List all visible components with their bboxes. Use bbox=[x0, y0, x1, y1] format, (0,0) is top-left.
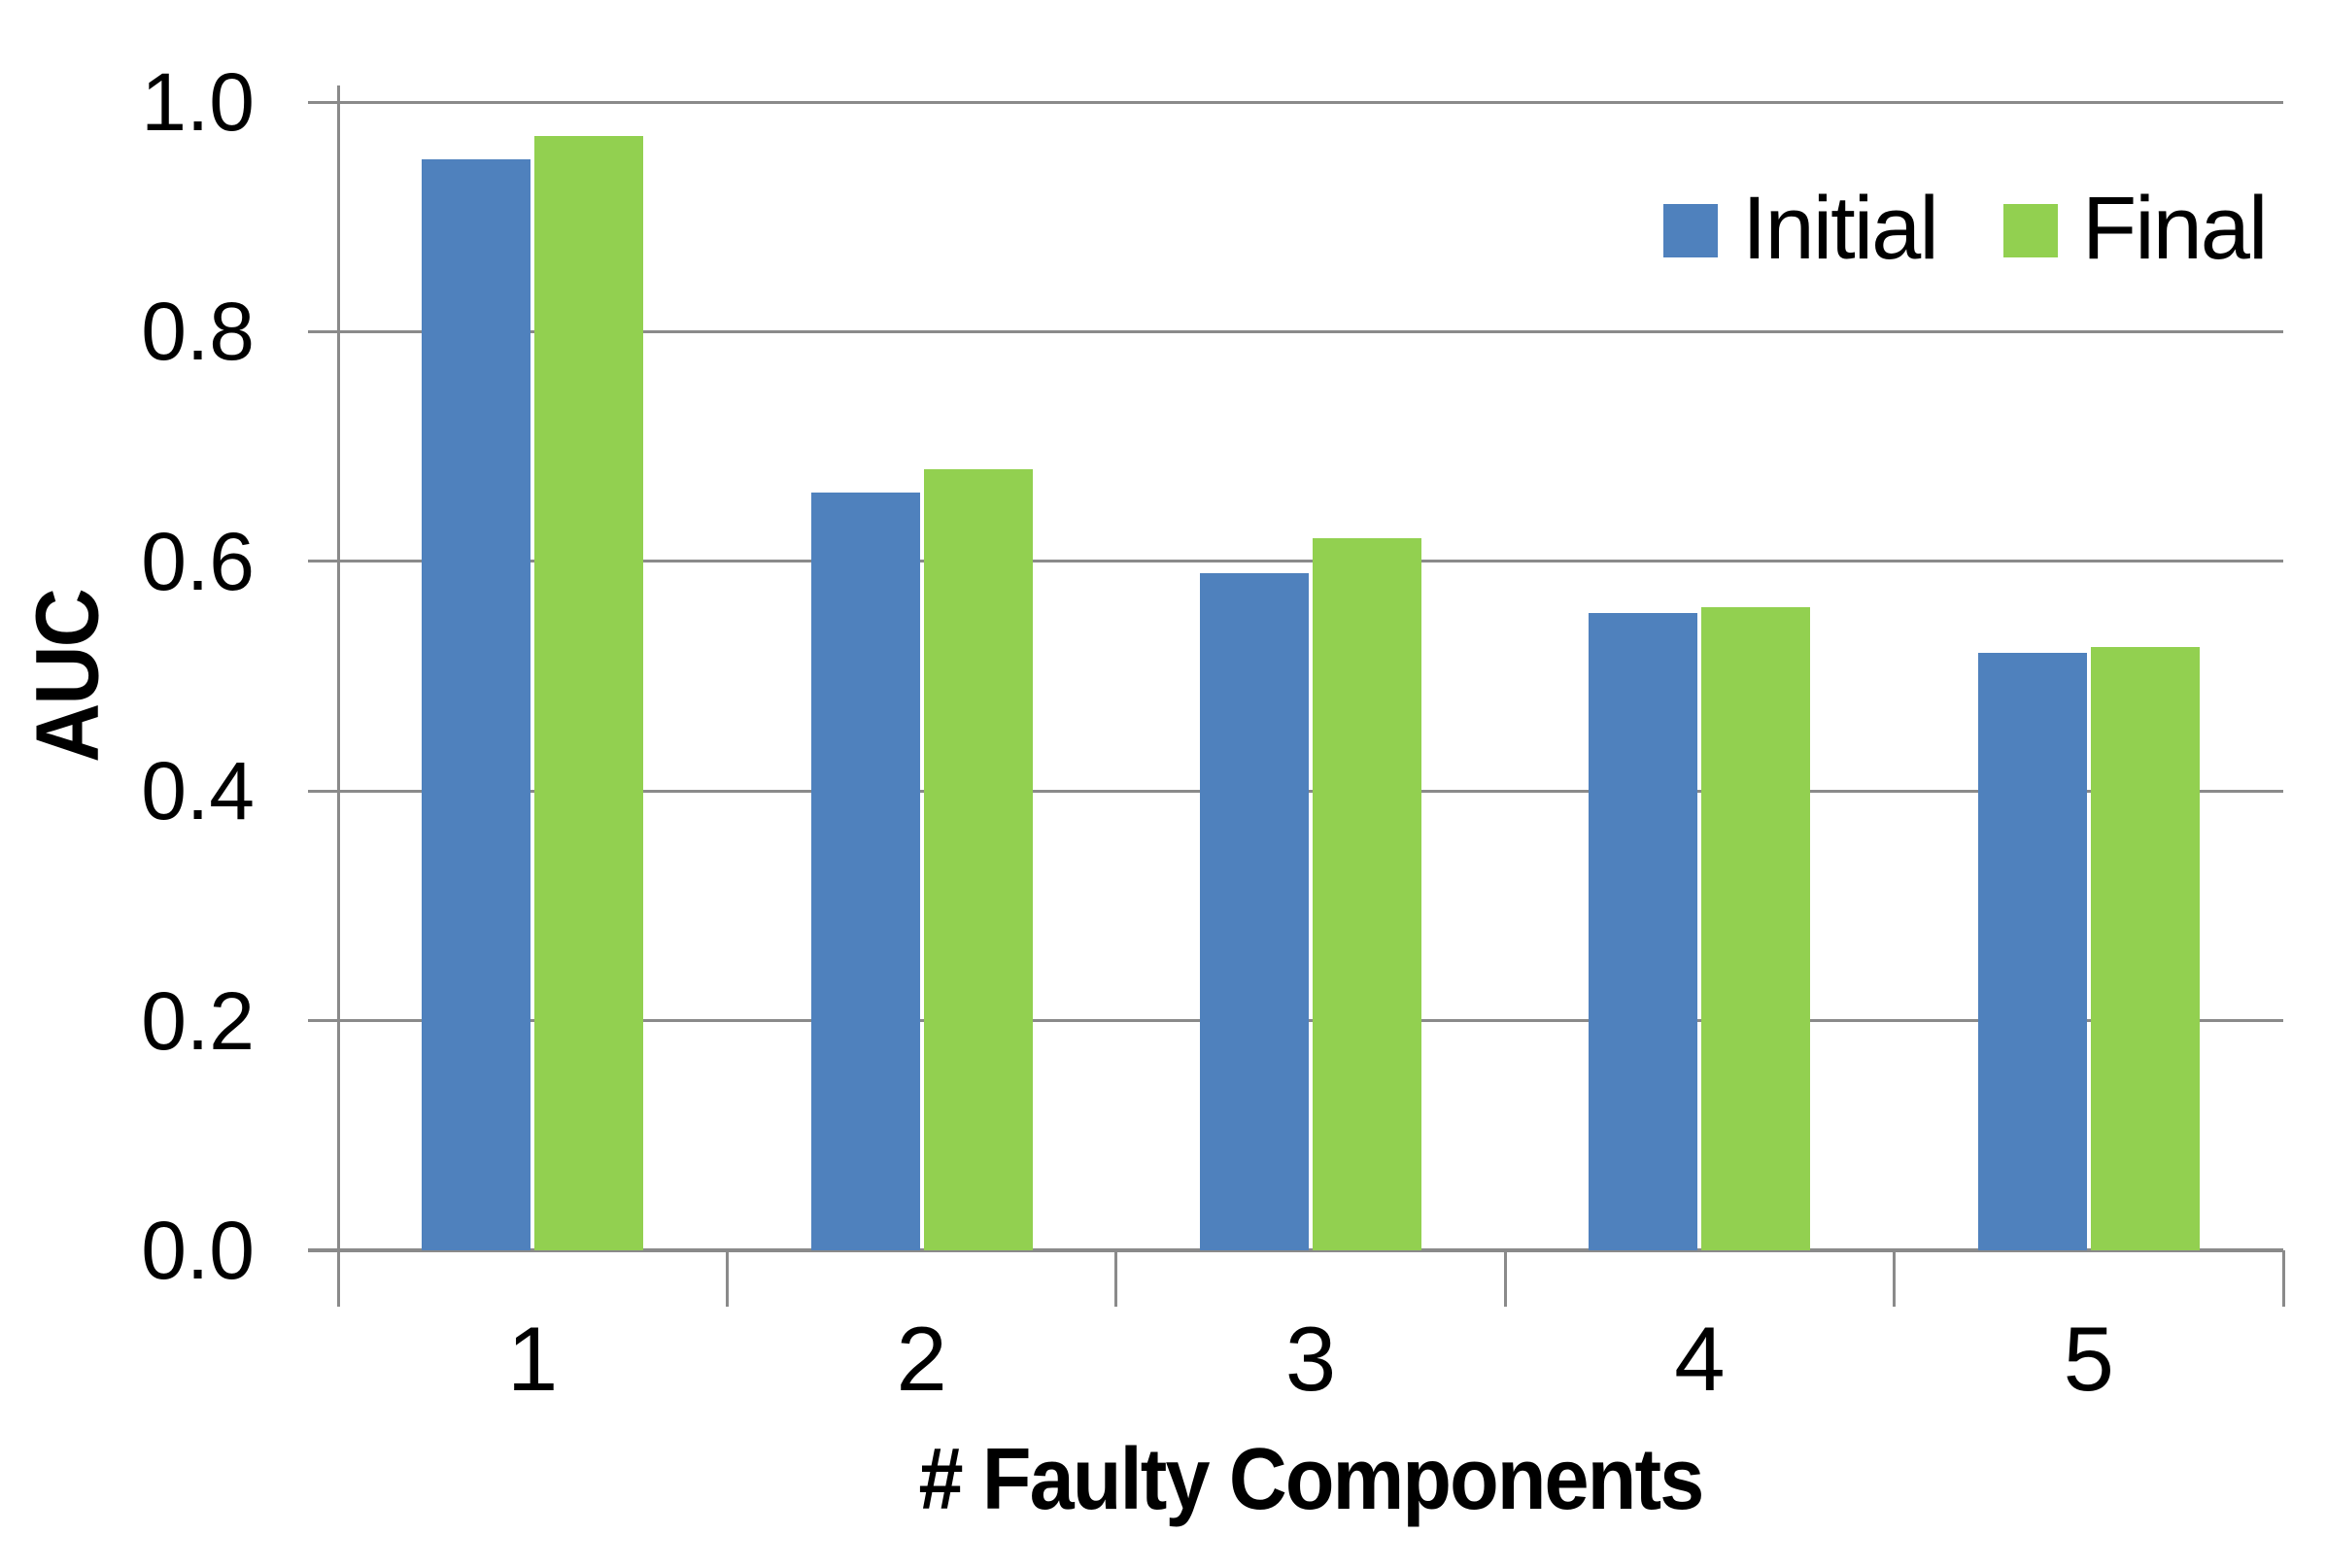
bar-final-cat5 bbox=[2090, 647, 2200, 1250]
x-tick-5 bbox=[2281, 1250, 2285, 1307]
bar-initial-cat2 bbox=[810, 492, 920, 1250]
y-axis-title: AUC bbox=[17, 590, 118, 763]
legend-label-final: Final bbox=[2082, 179, 2268, 279]
x-axis-title: # Faulty Components bbox=[918, 1431, 1705, 1528]
x-tick-1 bbox=[725, 1250, 729, 1307]
gridline-0.0 bbox=[308, 1248, 2283, 1252]
bar-final-cat1 bbox=[534, 136, 644, 1250]
y-tick-label-0.0: 0.0 bbox=[141, 1205, 255, 1296]
x-tick-0 bbox=[336, 1250, 340, 1307]
bar-initial-cat1 bbox=[422, 159, 531, 1250]
x-tick-label-4: 4 bbox=[1674, 1308, 1726, 1410]
y-tick-label-0.2: 0.2 bbox=[141, 974, 255, 1067]
y-tick-label-0.6: 0.6 bbox=[141, 515, 255, 607]
x-tick-3 bbox=[1503, 1250, 1507, 1307]
bar-final-cat4 bbox=[1701, 607, 1811, 1250]
x-tick-label-1: 1 bbox=[507, 1308, 559, 1410]
x-tick-label-2: 2 bbox=[896, 1308, 947, 1410]
x-tick-label-3: 3 bbox=[1284, 1308, 1337, 1410]
legend-swatch-initial bbox=[1663, 204, 1718, 257]
y-tick-label-0.4: 0.4 bbox=[141, 745, 255, 837]
x-tick-2 bbox=[1114, 1250, 1118, 1307]
bar-initial-cat5 bbox=[1977, 653, 2087, 1250]
y-tick-label-1.0: 1.0 bbox=[141, 56, 255, 148]
gridline-0.8 bbox=[308, 329, 2283, 333]
gridline-0.6 bbox=[308, 560, 2283, 563]
bar-final-cat2 bbox=[923, 469, 1033, 1250]
legend-swatch-final bbox=[2003, 204, 2058, 257]
legend-label-initial: Initial bbox=[1742, 179, 1939, 279]
gridline-1.0 bbox=[308, 100, 2283, 104]
bar-initial-cat4 bbox=[1589, 612, 1698, 1250]
y-axis-line bbox=[336, 85, 340, 1250]
x-tick-label-5: 5 bbox=[2063, 1308, 2114, 1410]
bar-final-cat3 bbox=[1313, 538, 1421, 1250]
bar-initial-cat3 bbox=[1200, 572, 1309, 1250]
y-tick-label-0.8: 0.8 bbox=[141, 286, 255, 378]
x-tick-4 bbox=[1893, 1250, 1897, 1307]
